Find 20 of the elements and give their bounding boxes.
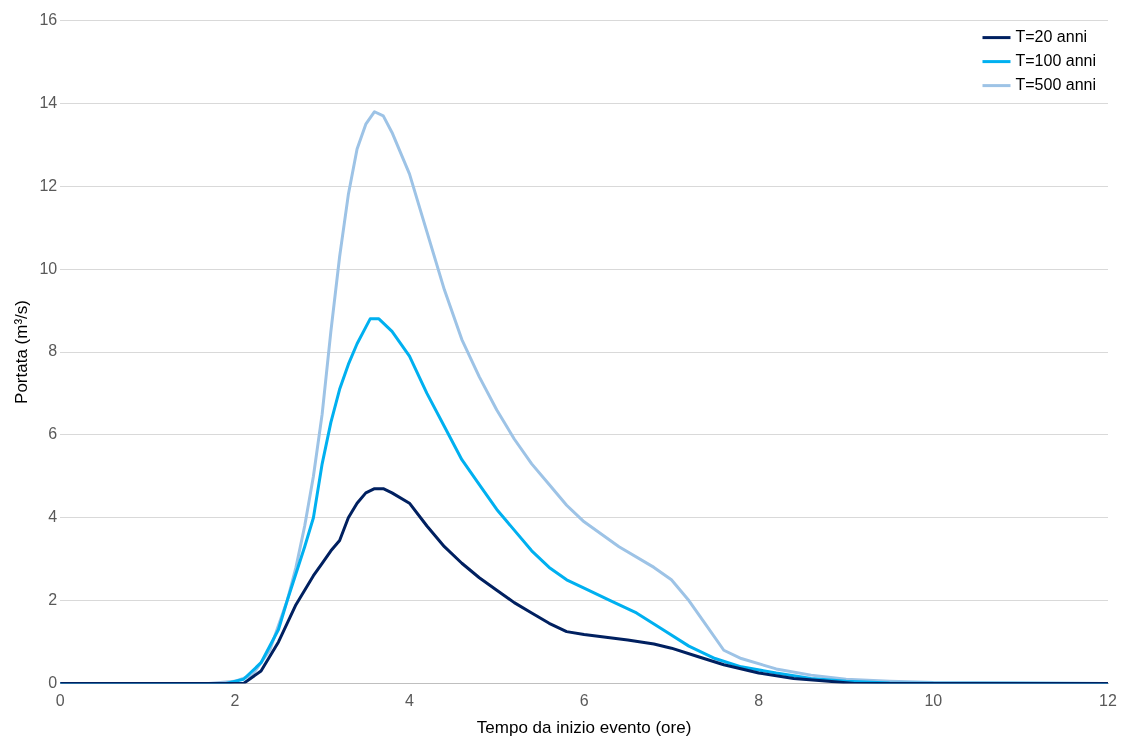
y-axis-title: Portata (m³/s) [11,300,31,404]
y-tick-label: 8 [48,342,58,360]
y-tick-label: 14 [39,93,58,111]
y-tick-label: 10 [39,259,58,277]
legend-label: T=100 anni [1015,52,1097,70]
y-tick-label: 0 [48,673,58,691]
x-tick-label: 8 [754,692,764,710]
x-tick-label: 4 [405,692,415,710]
y-tick-label: 4 [48,508,58,526]
x-tick-label: 12 [1099,692,1117,710]
y-tick-label: 6 [48,425,58,443]
x-axis-title: Tempo da inizio evento (ore) [476,718,692,738]
legend-label: T=20 anni [1015,28,1088,46]
legend-label: T=500 anni [1015,76,1097,94]
x-tick-label: 2 [230,692,240,710]
x-tick-label: 10 [924,692,943,710]
x-tick-label: 6 [579,692,589,710]
y-tick-label: 2 [48,590,58,608]
y-tick-label: 16 [39,11,58,29]
y-tick-label: 12 [39,176,58,194]
